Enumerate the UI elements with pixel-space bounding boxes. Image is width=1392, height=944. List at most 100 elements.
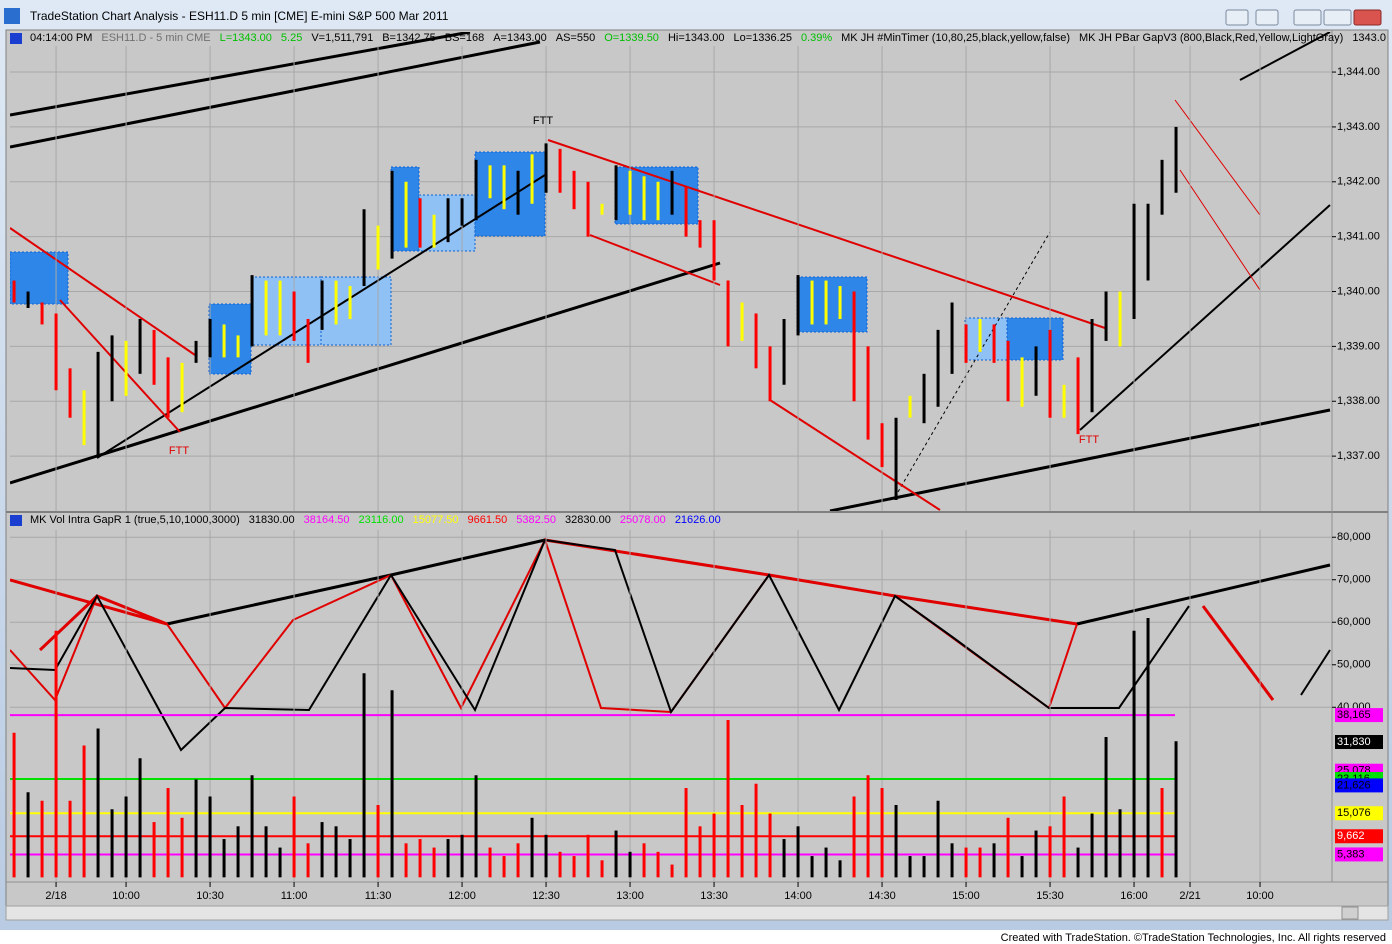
header-field: Lo=1336.25 bbox=[734, 32, 792, 44]
header-field: 9661.50 bbox=[468, 514, 508, 526]
scrollbar[interactable] bbox=[5, 905, 1389, 921]
x-tick-label: 2/21 bbox=[1179, 890, 1200, 902]
box bbox=[250, 276, 322, 346]
trend-line bbox=[10, 227, 196, 356]
y-tick-label: 1,344.00 bbox=[1337, 66, 1380, 78]
chart-area bbox=[5, 29, 1389, 907]
footer: Created with TradeStation. ©TradeStation… bbox=[1001, 932, 1386, 944]
close-button[interactable] bbox=[1353, 9, 1382, 26]
value-marker bbox=[1335, 806, 1383, 821]
x-tick-label: 11:00 bbox=[281, 890, 308, 902]
y-tick-label: 1,341.00 bbox=[1337, 231, 1380, 243]
x-tick-label: 10:00 bbox=[1246, 890, 1274, 902]
zigzag bbox=[10, 538, 1190, 752]
box bbox=[10, 251, 69, 305]
value-marker bbox=[1335, 778, 1383, 793]
trend-line bbox=[1079, 204, 1331, 431]
box bbox=[320, 276, 392, 346]
x-tick-label: 15:00 bbox=[952, 890, 980, 902]
trend-line bbox=[547, 139, 1106, 329]
y-tick-label: 80,000 bbox=[1337, 531, 1371, 543]
value-marker-label: 15,076 bbox=[1337, 807, 1371, 819]
x-tick-label: 13:00 bbox=[616, 890, 644, 902]
y-tick-label: 1,339.00 bbox=[1337, 340, 1380, 352]
header-field: L=1343.00 bbox=[220, 32, 272, 44]
x-tick-label: 13:30 bbox=[700, 890, 728, 902]
value-marker-label: 31,830 bbox=[1337, 736, 1371, 748]
volume-pane bbox=[10, 530, 1332, 882]
header-field: 21626.00 bbox=[675, 514, 721, 526]
x-tick-label: 14:30 bbox=[868, 890, 896, 902]
trend-line bbox=[829, 408, 1331, 511]
x-tick-label: 12:00 bbox=[448, 890, 476, 902]
zigzag bbox=[1201, 605, 1275, 701]
price-pane bbox=[10, 32, 1332, 511]
box bbox=[474, 151, 546, 237]
header-field: MK JH PBar GapV3 (800,Black,Red,Yellow,L… bbox=[1079, 32, 1343, 44]
header-field: 5.25 bbox=[281, 32, 302, 44]
x-tick-label: 10:30 bbox=[196, 890, 224, 902]
trend-line bbox=[1179, 169, 1261, 291]
zigzag bbox=[1076, 563, 1331, 626]
value-marker-label: 9,662 bbox=[1337, 830, 1365, 842]
header-field: Hi=1343.00 bbox=[668, 32, 725, 44]
header-field: O=1339.50 bbox=[604, 32, 659, 44]
header-field: 5382.50 bbox=[516, 514, 556, 526]
y-tick-label: 1,343.00 bbox=[1337, 121, 1380, 133]
header-field: B=1342.75 bbox=[382, 32, 436, 44]
box bbox=[964, 317, 1008, 361]
header-field: 38164.50 bbox=[304, 514, 350, 526]
value-marker-label: 38,165 bbox=[1337, 709, 1371, 721]
header-field: 1343.0 bbox=[1352, 32, 1386, 44]
maximize-button[interactable] bbox=[1323, 9, 1352, 26]
box bbox=[208, 303, 252, 375]
x-tick-label: 2/18 bbox=[45, 890, 66, 902]
y-tick-label: 60,000 bbox=[1337, 616, 1371, 628]
y-tick-label: 1,337.00 bbox=[1337, 450, 1380, 462]
minimize-button[interactable] bbox=[1293, 9, 1322, 26]
value-marker bbox=[1335, 847, 1383, 862]
window-title: TradeStation Chart Analysis - ESH11.D 5 … bbox=[30, 9, 449, 23]
annotation: FTT bbox=[169, 445, 189, 457]
x-tick-label: 16:00 bbox=[1120, 890, 1148, 902]
value-marker bbox=[1335, 708, 1383, 723]
header-field: 23116.00 bbox=[359, 514, 404, 526]
header-field: AS=550 bbox=[556, 32, 595, 44]
y-tick-label: 70,000 bbox=[1337, 574, 1371, 586]
trend-line bbox=[1239, 32, 1331, 81]
header-field: ESH11.D - 5 min CME bbox=[101, 32, 210, 44]
pane-icon bbox=[10, 515, 22, 526]
value-marker-label: 5,383 bbox=[1337, 848, 1365, 860]
header-field: 15077.50 bbox=[413, 514, 459, 526]
trend-line bbox=[589, 234, 721, 286]
menu-button[interactable] bbox=[1225, 9, 1249, 26]
trend-line bbox=[10, 32, 471, 117]
trend-line bbox=[59, 299, 181, 433]
header-field: 32830.00 bbox=[565, 514, 611, 526]
menu-button[interactable] bbox=[1255, 9, 1279, 26]
header-field: 0.39% bbox=[801, 32, 832, 44]
x-tick-label: 10:00 bbox=[112, 890, 140, 902]
header-field: A=1343.00 bbox=[493, 32, 547, 44]
y-tick-label: 1,340.00 bbox=[1337, 285, 1380, 297]
app-icon bbox=[4, 8, 20, 24]
box bbox=[796, 276, 868, 333]
x-tick-label: 14:00 bbox=[784, 890, 812, 902]
header-field: 31830.00 bbox=[249, 514, 295, 526]
annotation: FTT bbox=[1079, 434, 1099, 446]
x-tick-label: 11:30 bbox=[365, 890, 392, 902]
zigzag bbox=[1300, 649, 1331, 696]
header-field: V=1,511,791 bbox=[311, 32, 373, 44]
value-marker bbox=[1335, 829, 1383, 844]
trend-line bbox=[10, 261, 721, 485]
y-tick-label: 1,338.00 bbox=[1337, 395, 1380, 407]
trend-line bbox=[1174, 99, 1261, 216]
scroll-thumb[interactable] bbox=[1341, 906, 1359, 920]
header-field: MK JH #MinTimer (10,80,25,black,yellow,f… bbox=[841, 32, 1070, 44]
y-tick-label: 50,000 bbox=[1337, 659, 1371, 671]
value-marker bbox=[1335, 735, 1383, 750]
header-field: 25078.00 bbox=[620, 514, 666, 526]
x-tick-label: 15:30 bbox=[1036, 890, 1064, 902]
